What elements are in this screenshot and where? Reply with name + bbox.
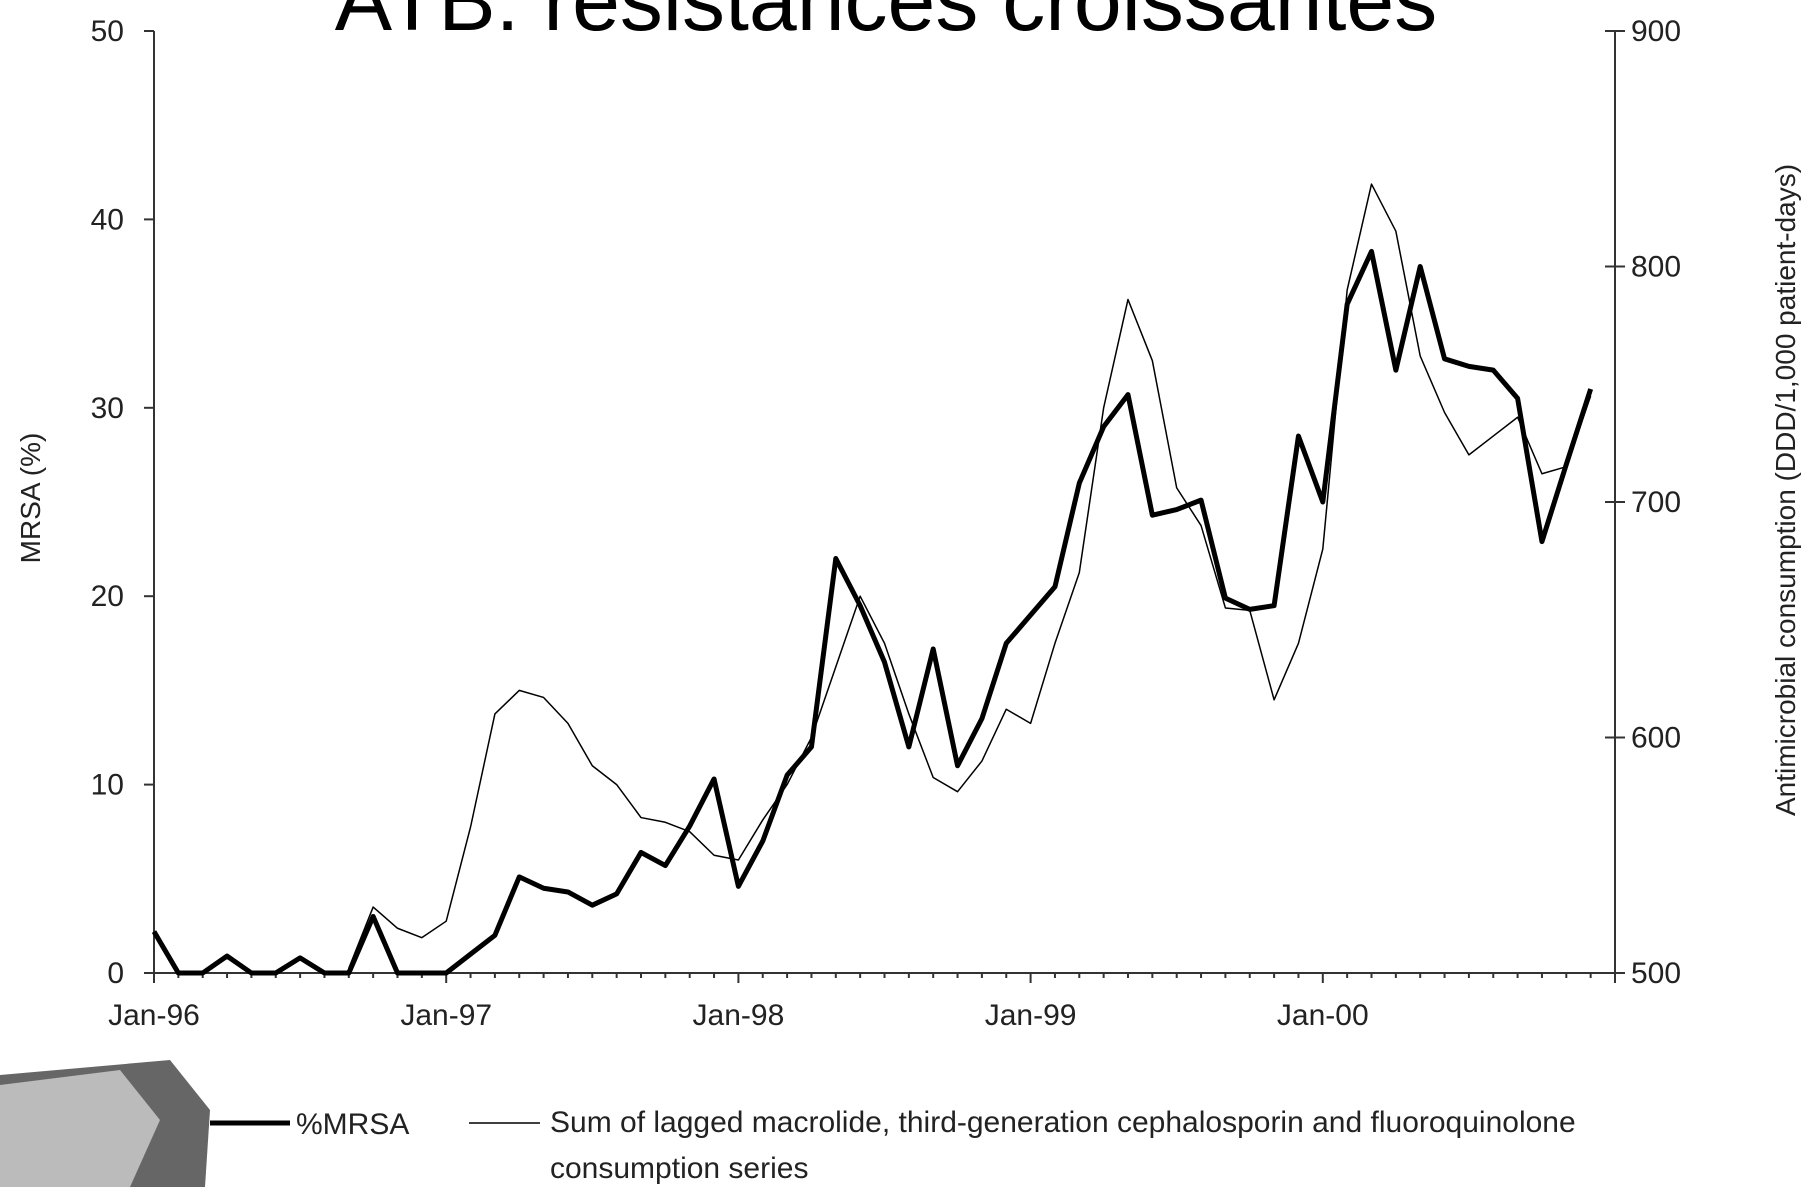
- y2-tick-label: 600: [1631, 722, 1681, 755]
- chart-title: ATB: résistances croissantes: [335, 0, 1437, 49]
- legend-label: Sum of lagged macrolide, third-generatio…: [550, 1100, 1625, 1192]
- x-tick-label: Jan-00: [1277, 999, 1369, 1032]
- y2-tick-label: 700: [1631, 486, 1681, 519]
- x-tick-label: Jan-98: [693, 999, 785, 1032]
- x-tick-label: Jan-96: [108, 999, 200, 1032]
- x-tick-label: Jan-97: [400, 999, 492, 1032]
- y-tick-label: 50: [91, 15, 124, 48]
- y2-axis-label: Antimicrobial consumption (DDD/1,000 pat…: [1770, 164, 1801, 816]
- y2-tick-label: 900: [1631, 15, 1681, 48]
- y-tick-label: 40: [91, 203, 124, 236]
- series-line: [154, 251, 1591, 973]
- y-tick-label: 10: [91, 769, 124, 802]
- chart: ATB: résistances croissantes MRSA (%) An…: [0, 0, 1816, 1187]
- y-tick-label: 20: [91, 580, 124, 613]
- legend-label: %MRSA: [296, 1108, 409, 1141]
- y2-tick-label: 500: [1631, 957, 1681, 990]
- y-tick-label: 0: [107, 957, 124, 990]
- y-axis-label: MRSA (%): [15, 433, 46, 564]
- bacteria-image: [0, 1060, 210, 1187]
- x-tick-label: Jan-99: [985, 999, 1077, 1032]
- page: ATB: résistances croissantes MRSA (%) An…: [0, 0, 1816, 1187]
- series-line: [349, 184, 1591, 968]
- y-tick-label: 30: [91, 392, 124, 425]
- y2-tick-label: 800: [1631, 251, 1681, 284]
